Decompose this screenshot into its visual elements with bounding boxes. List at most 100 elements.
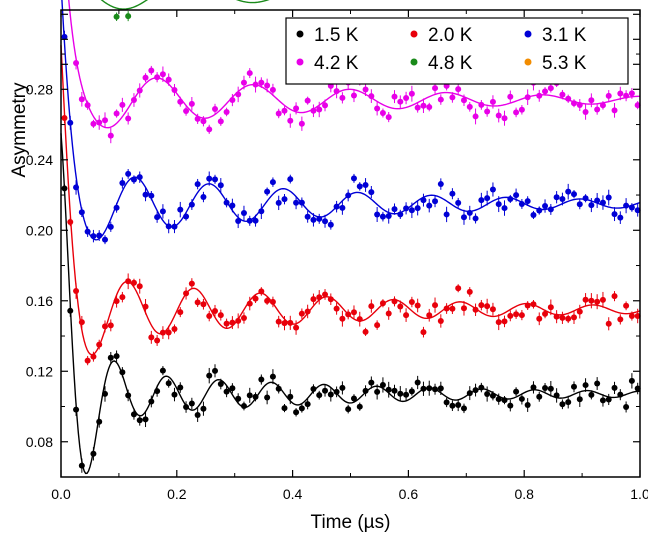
data-point — [466, 209, 473, 216]
ticks-layer: 0.0 0.2 0.4 0.6 0.8 1.0 0.08 0.12 0.16 0.20 0.24 0.… — [26, 10, 648, 502]
data-point — [594, 298, 601, 305]
data-point — [188, 280, 195, 287]
data-point — [206, 372, 213, 379]
data-point — [460, 97, 467, 104]
data-point — [582, 382, 589, 389]
x-tick-label: 1.0 — [630, 486, 648, 502]
data-point — [588, 391, 595, 398]
data-point — [107, 322, 114, 329]
data-point — [212, 176, 219, 183]
data-point — [414, 205, 421, 212]
data-point — [235, 91, 242, 98]
data-point — [628, 90, 635, 97]
data-point — [397, 303, 404, 310]
data-point — [165, 380, 172, 387]
data-point — [322, 291, 329, 298]
data-point — [547, 85, 554, 92]
data-point — [258, 79, 265, 86]
data-point — [136, 417, 143, 424]
data-point — [634, 312, 641, 319]
data-point — [374, 105, 381, 112]
data-point — [623, 202, 630, 209]
series-2 — [61, 0, 641, 245]
y-tick-label: 0.28 — [26, 81, 53, 97]
data-point — [426, 104, 433, 111]
data-point — [154, 388, 161, 395]
data-point — [553, 194, 560, 201]
data-point — [379, 110, 386, 117]
data-point — [194, 181, 201, 188]
data-point — [252, 393, 259, 400]
data-point — [605, 194, 612, 201]
data-point — [269, 298, 276, 305]
data-point — [183, 213, 190, 220]
data-point — [235, 395, 242, 402]
data-point — [223, 199, 230, 206]
data-point — [472, 387, 479, 394]
data-point — [449, 190, 456, 197]
data-point — [316, 392, 323, 399]
data-point — [391, 206, 398, 213]
data-point — [200, 301, 207, 308]
data-point — [588, 97, 595, 104]
data-point — [374, 322, 381, 329]
data-point — [269, 373, 276, 380]
data-point — [536, 393, 543, 400]
data-point — [599, 296, 606, 303]
data-point — [293, 105, 300, 112]
data-point — [78, 209, 85, 216]
data-point — [258, 208, 265, 215]
data-point — [206, 126, 213, 133]
data-point — [495, 201, 502, 208]
data-point — [547, 304, 554, 311]
data-point — [397, 211, 404, 218]
data-point — [165, 223, 172, 230]
data-point — [524, 94, 531, 101]
data-point — [368, 379, 375, 386]
data-point — [356, 316, 363, 323]
data-point — [183, 404, 190, 411]
data-point — [495, 319, 502, 326]
data-point — [582, 195, 589, 202]
data-point — [177, 98, 184, 105]
data-point — [188, 400, 195, 407]
data-point — [177, 206, 184, 213]
data-point — [310, 107, 317, 114]
data-point — [547, 385, 554, 392]
data-point — [350, 175, 357, 182]
data-point — [304, 401, 311, 408]
data-point — [171, 86, 178, 93]
legend-items: 1.5 K 2.0 K 3.1 K 4.2 K 4.8 K 5.3 K — [296, 25, 587, 74]
data-point — [443, 305, 450, 312]
data-point — [403, 205, 410, 212]
data-point — [113, 353, 120, 360]
data-point — [634, 385, 641, 392]
data-point — [628, 204, 635, 211]
data-point — [628, 313, 635, 320]
data-point — [298, 120, 305, 127]
data-point — [84, 102, 91, 109]
data-point — [466, 390, 473, 397]
data-point — [61, 33, 68, 40]
data-point — [437, 317, 444, 324]
data-point — [298, 310, 305, 317]
data-point — [576, 308, 583, 315]
data-point — [576, 201, 583, 208]
data-point — [437, 96, 444, 103]
data-point — [617, 90, 624, 97]
data-point — [507, 195, 514, 202]
data-point — [107, 132, 114, 139]
data-point — [495, 396, 502, 403]
data-point — [159, 367, 166, 374]
data-point — [73, 60, 80, 67]
data-point — [102, 236, 109, 243]
data-point — [570, 383, 577, 390]
data-point — [623, 302, 630, 309]
data-point — [455, 402, 462, 409]
data-point — [559, 91, 566, 98]
data-point — [443, 399, 450, 406]
data-point — [293, 199, 300, 206]
data-point — [148, 334, 155, 341]
data-point — [599, 102, 606, 109]
data-point — [275, 318, 282, 325]
